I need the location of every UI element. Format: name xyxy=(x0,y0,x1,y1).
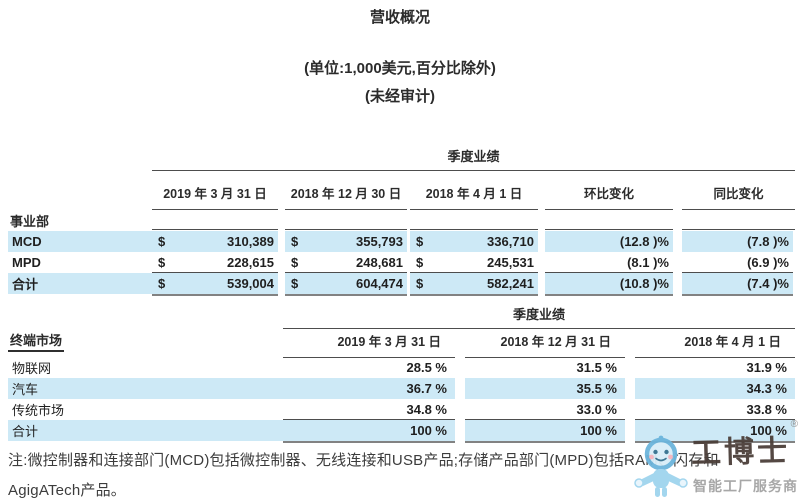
cell-value: 228,615 xyxy=(227,254,274,270)
segment-table-body: MCD $310,389 $355,793 $336,710 (12.8 )% … xyxy=(8,231,795,297)
cell-value: 310,389 xyxy=(227,234,274,249)
money-cell: $248,681 xyxy=(285,252,407,273)
pct-cell: 35.5 % xyxy=(465,378,625,399)
segment-row-group-header: 事业部 xyxy=(8,211,52,233)
pct-cell: 31.5 % xyxy=(576,360,617,375)
column-rule xyxy=(152,229,278,230)
cell-value: 336,710 xyxy=(487,234,534,249)
currency-symbol: $ xyxy=(291,234,299,249)
pct-cell: 36.7 % xyxy=(283,378,455,399)
table-row: MPD $228,615 $248,681 $245,531 (8.1 )% (… xyxy=(8,252,795,273)
row-label: 物联网 xyxy=(12,361,52,376)
row-label: MCD xyxy=(8,231,152,252)
segment-col-header-qoq: 环比变化 xyxy=(545,183,673,210)
column-rule xyxy=(410,229,538,230)
money-cell: $228,615 xyxy=(152,252,278,273)
row-label: MPD xyxy=(12,255,41,270)
row-label: 合计 xyxy=(8,420,283,441)
row-label: 汽车 xyxy=(8,378,283,399)
qoq-cell: (10.8 )% xyxy=(545,273,673,294)
qoq-cell: (8.1 )% xyxy=(545,252,673,273)
registered-trademark-icon: ® xyxy=(790,419,798,430)
table-row: 物联网 28.5 % 31.5 % 31.9 % xyxy=(8,357,795,378)
row-label: 传统市场 xyxy=(12,403,65,418)
yoy-cell: (7.4 )% xyxy=(682,273,793,294)
currency-symbol: $ xyxy=(291,276,299,291)
pct-cell: 100 % xyxy=(465,420,625,441)
watermark-brand-text: 工博士 xyxy=(690,433,791,472)
currency-symbol: $ xyxy=(158,234,166,249)
end-market-col-header-3: 2018 年 4 月 1 日 xyxy=(635,331,795,358)
robot-mascot-icon xyxy=(634,435,688,497)
money-cell: $582,241 xyxy=(410,273,538,294)
cell-value: 245,531 xyxy=(487,254,534,270)
total-underline xyxy=(8,441,795,444)
total-row: 合计 $539,004 $604,474 $582,241 (10.8 )% (… xyxy=(8,273,795,294)
currency-symbol: $ xyxy=(416,234,424,249)
column-rule xyxy=(545,229,673,230)
cell-value: 355,793 xyxy=(356,234,403,249)
currency-symbol: $ xyxy=(291,254,299,270)
pct-cell: 34.8 % xyxy=(283,399,455,420)
table-row: 汽车 36.7 % 35.5 % 34.3 % xyxy=(8,378,795,399)
money-cell: $539,004 xyxy=(152,273,278,294)
segment-col-header-2: 2018 年 12 月 30 日 xyxy=(285,183,407,210)
money-cell: $245,531 xyxy=(410,252,538,273)
audit-note: (未经审计) xyxy=(365,88,435,105)
pct-cell: 28.5 % xyxy=(406,360,447,375)
end-market-row-group-header: 终端市场 xyxy=(8,330,65,352)
currency-symbol: $ xyxy=(416,254,424,270)
money-cell: $604,474 xyxy=(285,273,407,294)
cell-value: 604,474 xyxy=(356,276,403,291)
unit-note: (单位:1,000美元,百分比除外) xyxy=(304,60,496,77)
cell-value: 539,004 xyxy=(227,276,274,291)
footnote: 注:微控制器和连接部门(MCD)包括微控制器、无线连接和USB产品;存储产品部门… xyxy=(8,446,794,504)
end-market-col-header-2: 2018 年 12 月 31 日 xyxy=(465,331,625,358)
table-row: MCD $310,389 $355,793 $336,710 (12.8 )% … xyxy=(8,231,795,252)
yoy-cell: (6.9 )% xyxy=(682,252,793,273)
total-underline xyxy=(8,294,795,297)
money-cell: $336,710 xyxy=(410,231,538,252)
currency-symbol: $ xyxy=(158,254,166,270)
segment-col-header-1: 2019 年 3 月 31 日 xyxy=(152,183,278,210)
watermark-logo: 工博士 ® 智能工厂服务商 xyxy=(604,415,800,501)
table-row: 传统市场 34.8 % 33.0 % 33.8 % xyxy=(8,399,795,420)
money-cell: $310,389 xyxy=(152,231,278,252)
pct-cell: 33.8 % xyxy=(635,399,795,420)
row-label: 合计 xyxy=(8,273,152,294)
pct-cell: 100 % xyxy=(635,420,795,441)
column-rule xyxy=(285,229,407,230)
segment-col-header-3: 2018 年 4 月 1 日 xyxy=(410,183,538,210)
footnote-line-1: 注:微控制器和连接部门(MCD)包括微控制器、无线连接和USB产品;存储产品部门… xyxy=(8,452,719,469)
currency-symbol: $ xyxy=(158,276,166,291)
qoq-cell: (12.8 )% xyxy=(545,231,673,252)
footnote-line-2: AgigATech产品。 xyxy=(8,482,126,499)
end-market-col-header-1: 2019 年 3 月 31 日 xyxy=(283,331,455,358)
total-row: 合计 100 % 100 % 100 % xyxy=(8,420,795,441)
watermark-tagline: 智能工厂服务商 xyxy=(693,478,798,494)
page-title: 营收概况 xyxy=(369,9,430,26)
money-cell: $355,793 xyxy=(285,231,407,252)
pct-cell: 33.0 % xyxy=(465,399,625,420)
pct-cell: 34.3 % xyxy=(635,378,795,399)
segment-table-banner: 季度业绩 xyxy=(152,146,795,171)
pct-cell: 31.9 % xyxy=(746,360,787,375)
column-rule xyxy=(682,229,795,230)
pct-cell: 100 % xyxy=(283,420,455,441)
cell-value: 582,241 xyxy=(487,276,534,291)
end-market-table-body: 物联网 28.5 % 31.5 % 31.9 % 汽车 36.7 % 35.5 … xyxy=(8,357,795,444)
cell-value: 248,681 xyxy=(356,254,403,270)
currency-symbol: $ xyxy=(416,276,424,291)
end-market-table-banner: 季度业绩 xyxy=(283,304,795,329)
segment-col-header-yoy: 同比变化 xyxy=(682,183,795,210)
yoy-cell: (7.8 )% xyxy=(682,231,793,252)
